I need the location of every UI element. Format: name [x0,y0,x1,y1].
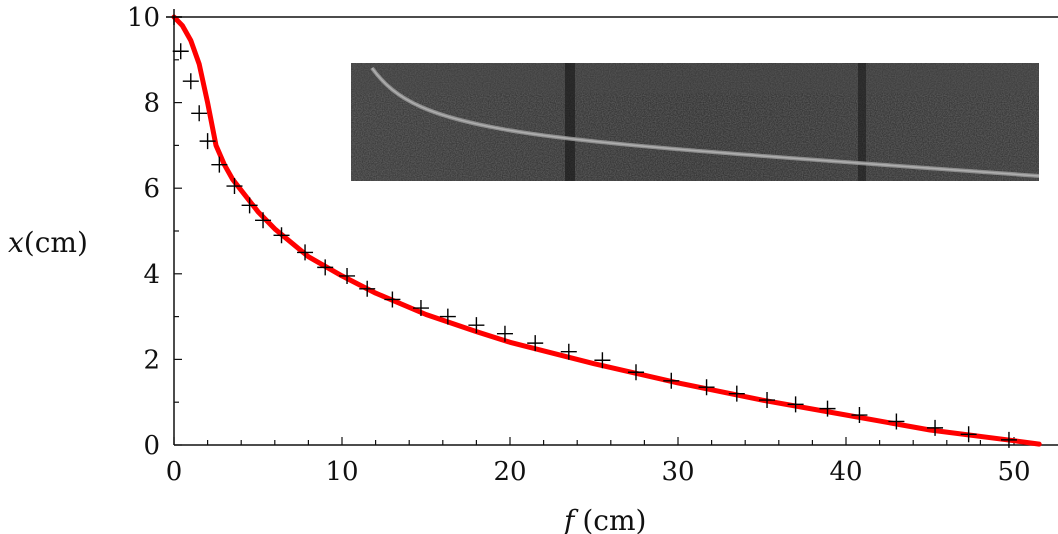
y-tick-label: 6 [143,174,160,204]
y-tick-label: 2 [143,345,160,375]
data-point-marker [226,178,243,195]
data-point-marker [663,372,680,389]
x-tick-label: 20 [493,457,526,487]
data-point-marker [166,9,182,25]
data-point-marker [496,325,513,342]
data-point-marker [594,352,611,369]
inset-photo [351,63,1040,181]
data-point-marker [1000,431,1017,448]
data-point-marker [255,212,272,229]
y-axis-title: x(cm) [8,226,88,259]
x-axis-title: f (cm) [562,504,646,534]
data-point-marker [927,419,944,436]
data-point-marker [759,392,776,409]
tick-labels: 0 10 20 30 40 50 0 2 4 6 8 10 [127,3,1031,487]
data-point-marker [191,105,208,122]
inset-dark-band [858,63,866,181]
data-point-marker [182,73,199,90]
data-point-marker [888,413,905,430]
x-tick-label: 40 [829,457,862,487]
y-tick-label: 10 [127,3,160,33]
data-point-marker [787,396,804,413]
data-point-marker [439,308,456,325]
data-point-marker [339,267,356,284]
data-point-marker [211,156,228,173]
x-tick-label: 0 [166,457,183,487]
y-tick-label: 4 [143,260,160,290]
data-markers-series [166,9,1017,448]
data-point-marker [199,133,216,150]
data-point-marker [851,407,868,424]
data-point-marker [560,343,577,360]
data-point-marker [728,385,745,402]
data-point-marker [468,317,485,334]
data-point-marker [819,400,836,417]
data-point-marker [412,300,429,317]
inset-dark-band [565,63,575,181]
y-tick-label: 0 [143,431,160,461]
data-point-marker [698,379,715,396]
y-tick-label: 8 [143,89,160,119]
data-point-marker [384,291,401,308]
data-point-marker [359,280,376,297]
data-point-marker [273,227,290,244]
x-tick-label: 50 [997,457,1030,487]
data-point-marker [317,259,334,276]
x-tick-label: 10 [325,457,358,487]
data-point-marker [297,244,314,261]
x-tick-label: 30 [661,457,694,487]
data-point-marker [960,426,977,443]
data-point-marker [628,364,644,381]
data-point-marker [172,43,189,60]
data-point-marker [241,197,258,214]
data-point-marker [527,335,544,352]
